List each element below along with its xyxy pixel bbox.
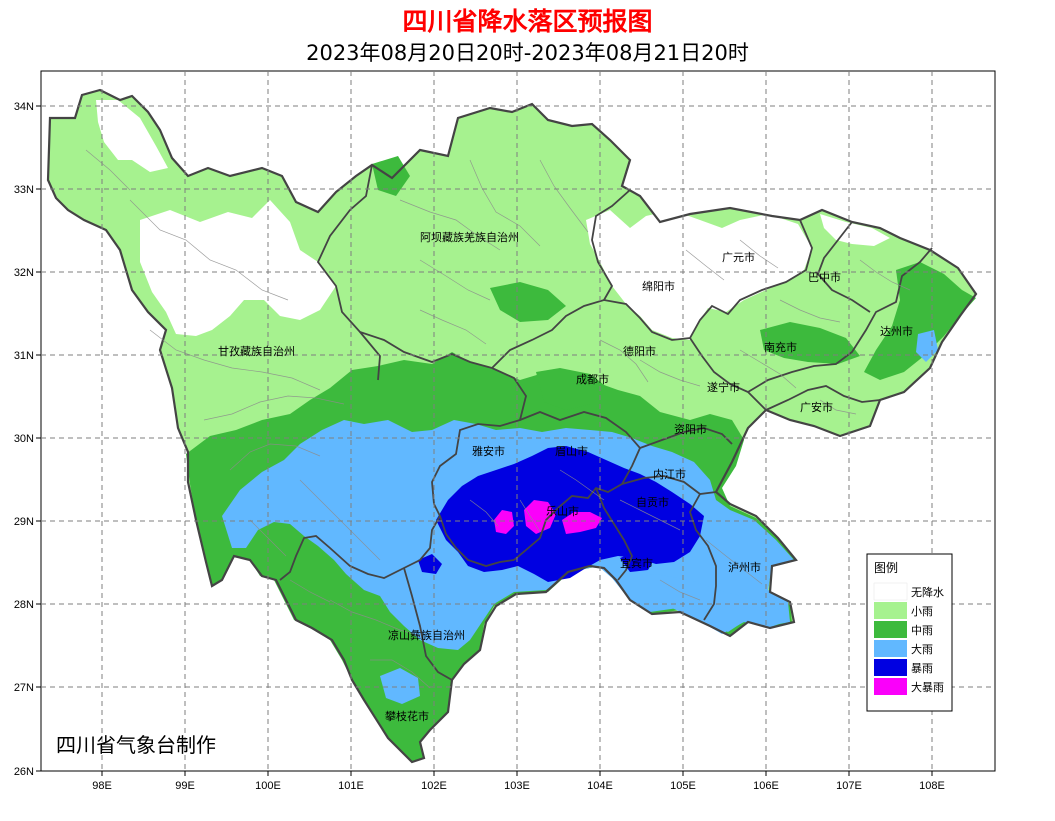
- legend-label: 暴雨: [911, 662, 933, 675]
- x-tick-label: 100E: [255, 780, 281, 792]
- place-label: 泸州市: [728, 560, 761, 574]
- region-no-rain-north-mid: [586, 210, 812, 340]
- y-tick-label: 32N: [14, 267, 34, 279]
- x-tick-label: 103E: [504, 780, 530, 792]
- y-tick-label: 27N: [14, 682, 34, 694]
- place-label: 资阳市: [674, 422, 707, 436]
- x-tick-label: 107E: [836, 780, 862, 792]
- region-no-rain-west: [140, 200, 336, 336]
- map-title: 四川省降水落区预报图: [402, 7, 653, 36]
- region-moderate-rain-aba: [490, 282, 566, 322]
- place-label: 南充市: [764, 340, 797, 354]
- place-label: 德阳市: [623, 344, 656, 358]
- map-subtitle: 2023年08月20日20时-2023年08月21日20时: [306, 41, 749, 65]
- region-heavy-rain-panzhihua: [380, 668, 420, 704]
- region-torrential-rain-yibin: [620, 550, 656, 572]
- x-tick-label: 106E: [753, 780, 779, 792]
- x-tick-label: 108E: [919, 780, 945, 792]
- credit-label: 四川省气象台制作: [56, 733, 216, 757]
- region-extreme-rain-c: [562, 512, 602, 534]
- place-label: 达州市: [880, 324, 913, 338]
- place-label: 内江市: [653, 467, 686, 481]
- y-tick-label: 33N: [14, 184, 34, 196]
- place-label: 凉山彝族自治州: [388, 628, 465, 642]
- legend-swatch-moderate-rain: [874, 621, 907, 638]
- y-tick-label: 30N: [14, 433, 34, 445]
- x-tick-label: 98E: [92, 780, 112, 792]
- legend-label: 大雨: [911, 642, 933, 656]
- x-tick-label: 99E: [175, 780, 195, 792]
- place-label: 遂宁市: [707, 380, 740, 394]
- legend-label: 小雨: [911, 605, 933, 618]
- x-tick-label: 105E: [670, 780, 696, 792]
- y-tick-label: 26N: [14, 766, 34, 778]
- region-extreme-rain-b: [524, 500, 556, 534]
- region-moderate-rain-chengdu: [536, 368, 608, 410]
- place-label: 乐山市: [546, 504, 579, 518]
- x-tick-label: 101E: [338, 780, 364, 792]
- legend-swatch-torrential-rain: [874, 659, 907, 676]
- place-label: 阿坝藏族羌族自治州: [420, 230, 519, 244]
- x-tick-label: 104E: [587, 780, 613, 792]
- region-no-rain-northeast: [820, 214, 890, 246]
- place-label: 雅安市: [472, 444, 505, 458]
- province-outline: [46, 88, 978, 764]
- legend-title: 图例: [874, 561, 898, 575]
- region-moderate-rain-nanchong: [760, 322, 860, 364]
- legend: 图例 无降水 小雨 中雨 大雨 暴雨 大暴雨: [866, 553, 953, 712]
- place-label: 绵阳市: [642, 279, 675, 293]
- legend-swatch-heavy-rain: [874, 640, 907, 657]
- legend-swatch-light-rain: [874, 602, 907, 619]
- legend-label: 无降水: [911, 585, 944, 599]
- place-label: 眉山市: [555, 444, 588, 458]
- y-tick-label: 34N: [14, 101, 34, 113]
- region-no-rain-northwest: [96, 100, 168, 172]
- place-label: 攀枝花市: [385, 709, 429, 723]
- legend-label: 中雨: [911, 624, 933, 637]
- region-torrential-rain-west: [418, 554, 442, 574]
- prefecture-boundaries: [279, 164, 933, 681]
- place-label: 成都市: [576, 372, 609, 386]
- place-label: 巴中市: [808, 270, 841, 284]
- place-label: 甘孜藏族自治州: [218, 344, 295, 358]
- legend-swatch-extreme-rain: [874, 678, 907, 695]
- place-label: 宜宾市: [620, 556, 653, 570]
- y-tick-label: 29N: [14, 516, 34, 528]
- y-tick-label: 28N: [14, 599, 34, 611]
- y-tick-label: 31N: [14, 350, 34, 362]
- region-extreme-rain-a: [494, 510, 514, 534]
- axis-tick-marks: [36, 105, 933, 776]
- place-label: 自贡市: [636, 495, 669, 509]
- legend-swatch-no-rain: [873, 582, 908, 601]
- place-label: 广安市: [800, 400, 833, 414]
- region-moderate-rain-east: [864, 262, 976, 380]
- county-boundaries: [85, 149, 911, 689]
- graticule: [41, 71, 995, 771]
- place-label: 广元市: [722, 250, 755, 264]
- x-tick-label: 102E: [421, 780, 447, 792]
- legend-label: 大暴雨: [911, 680, 944, 694]
- region-moderate-rain-north-strip: [372, 156, 410, 196]
